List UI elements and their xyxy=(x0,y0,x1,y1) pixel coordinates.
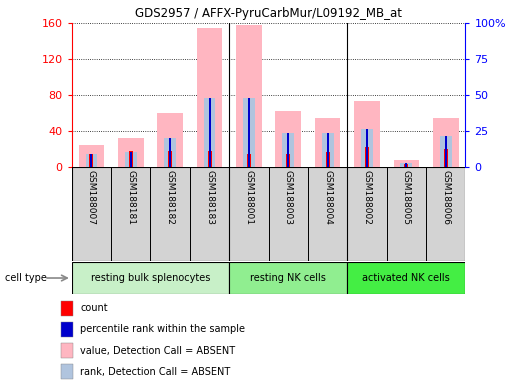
Text: GSM188003: GSM188003 xyxy=(284,170,293,225)
Text: rank, Detection Call = ABSENT: rank, Detection Call = ABSENT xyxy=(80,367,230,377)
Bar xyxy=(405,164,408,167)
Text: GSM188006: GSM188006 xyxy=(441,170,450,225)
Bar xyxy=(61,322,73,337)
Bar xyxy=(168,151,172,167)
Text: count: count xyxy=(80,303,108,313)
Bar xyxy=(322,133,333,167)
Bar xyxy=(169,138,171,167)
Text: GSM188182: GSM188182 xyxy=(166,170,175,225)
Bar xyxy=(90,154,93,167)
Bar xyxy=(164,138,176,167)
Bar xyxy=(365,147,369,167)
Bar xyxy=(433,118,459,167)
Bar xyxy=(276,111,301,167)
Text: GSM188007: GSM188007 xyxy=(87,170,96,225)
Bar xyxy=(326,152,330,167)
Text: value, Detection Call = ABSENT: value, Detection Call = ABSENT xyxy=(80,346,236,356)
Bar xyxy=(111,167,150,261)
Bar xyxy=(125,152,137,167)
Bar xyxy=(61,301,73,316)
Bar xyxy=(158,113,183,167)
Text: GSM188001: GSM188001 xyxy=(244,170,253,225)
Bar xyxy=(347,167,387,261)
Bar xyxy=(327,133,329,167)
Bar xyxy=(118,138,144,167)
Bar xyxy=(229,262,347,294)
Bar xyxy=(247,154,251,167)
Bar xyxy=(315,118,341,167)
Text: GSM188002: GSM188002 xyxy=(362,170,371,225)
Bar xyxy=(347,262,465,294)
Bar xyxy=(444,149,448,167)
Text: resting NK cells: resting NK cells xyxy=(250,273,326,283)
Bar xyxy=(72,262,229,294)
Bar xyxy=(190,167,229,261)
Text: GSM188183: GSM188183 xyxy=(205,170,214,225)
Bar xyxy=(207,151,212,167)
Bar xyxy=(79,144,104,167)
Bar xyxy=(130,152,132,167)
Bar xyxy=(269,167,308,261)
Bar xyxy=(209,98,211,167)
Bar xyxy=(440,136,452,167)
Bar xyxy=(89,154,94,167)
Text: GSM188004: GSM188004 xyxy=(323,170,332,225)
Bar xyxy=(248,98,250,167)
Bar xyxy=(61,364,73,379)
Bar xyxy=(354,101,380,167)
Bar xyxy=(361,129,373,167)
Text: cell type: cell type xyxy=(5,273,47,283)
Bar xyxy=(287,133,289,167)
Bar xyxy=(229,167,269,261)
Title: GDS2957 / AFFX-PyruCarbMur/L09192_MB_at: GDS2957 / AFFX-PyruCarbMur/L09192_MB_at xyxy=(135,7,402,20)
Text: resting bulk splenocytes: resting bulk splenocytes xyxy=(91,273,210,283)
Text: activated NK cells: activated NK cells xyxy=(362,273,450,283)
Bar xyxy=(366,129,368,167)
Bar xyxy=(287,154,290,167)
Bar xyxy=(236,25,262,167)
Bar xyxy=(243,98,255,167)
Bar xyxy=(445,136,447,167)
Bar xyxy=(197,28,223,167)
Bar xyxy=(406,162,407,167)
Bar xyxy=(387,167,426,261)
Bar xyxy=(400,162,412,167)
Bar xyxy=(61,343,73,358)
Bar xyxy=(204,98,215,167)
Bar xyxy=(72,167,111,261)
Bar xyxy=(308,167,347,261)
Bar xyxy=(394,160,419,167)
Bar xyxy=(150,167,190,261)
Text: GSM188181: GSM188181 xyxy=(126,170,135,225)
Text: percentile rank within the sample: percentile rank within the sample xyxy=(80,324,245,334)
Bar xyxy=(426,167,465,261)
Bar xyxy=(85,154,97,167)
Bar xyxy=(129,151,133,167)
Bar xyxy=(282,133,294,167)
Text: GSM188005: GSM188005 xyxy=(402,170,411,225)
